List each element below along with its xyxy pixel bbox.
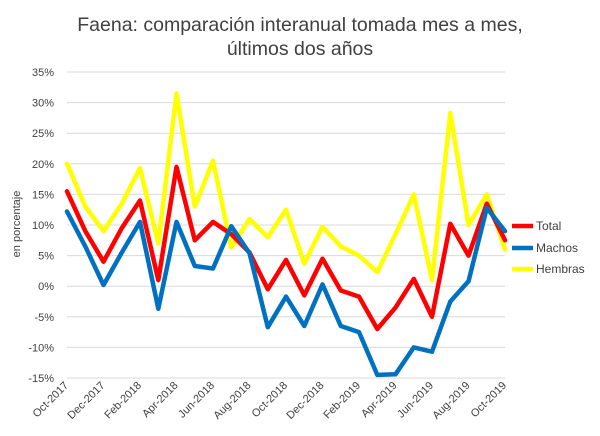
chart-title-line-1: Faena: comparación interanual tomada mes… xyxy=(77,14,522,36)
y-tick-label: 20% xyxy=(32,159,54,171)
y-tick-label: 10% xyxy=(32,220,54,232)
y-tick-label: 0% xyxy=(38,281,54,293)
x-tick-label: Oct-2019 xyxy=(469,380,509,420)
x-tick-label: Apr-2018 xyxy=(140,380,180,420)
x-tick-label: Feb-2018 xyxy=(102,380,144,422)
y-tick-label: 15% xyxy=(32,189,54,201)
x-tick-label: Feb-2019 xyxy=(321,380,363,422)
y-tick-label: 30% xyxy=(32,98,54,110)
y-tick-label: -10% xyxy=(28,342,54,354)
x-tick-label: Dec-2017 xyxy=(65,380,107,422)
x-tick-label: Jun-2019 xyxy=(395,380,436,421)
chart-title-line-2: últimos dos años xyxy=(227,38,374,60)
x-tick-label: Jun-2018 xyxy=(176,380,217,421)
x-tick-label: Apr-2019 xyxy=(359,380,399,420)
x-tick-label: Dec-2018 xyxy=(284,380,326,422)
legend-label-machos: Machos xyxy=(536,241,578,255)
y-tick-label: 5% xyxy=(38,251,54,263)
series-line-machos xyxy=(64,205,508,378)
y-tick-label: 35% xyxy=(32,67,54,79)
y-tick-labels: 35% 30% 25% 20% 15% 10% 5% 0% -5% -10% -15% xyxy=(28,67,54,385)
legend: Total Machos Hembras xyxy=(512,219,585,276)
y-tick-label: -15% xyxy=(28,373,54,385)
legend-label-hembras: Hembras xyxy=(536,262,585,276)
x-tick-label: Aug-2018 xyxy=(211,380,253,422)
y-tick-label: 25% xyxy=(32,128,54,140)
series-line-hembras xyxy=(64,91,508,283)
series-line-total xyxy=(64,164,508,332)
series-lines xyxy=(64,91,508,378)
y-tick-label: -5% xyxy=(34,312,54,324)
x-tick-label: Aug-2019 xyxy=(430,380,472,422)
x-tick-labels: Oct-2017Dec-2017Feb-2018Apr-2018Jun-2018… xyxy=(31,380,509,422)
y-axis-label: en porcentaje xyxy=(11,191,23,258)
legend-label-total: Total xyxy=(536,219,561,233)
